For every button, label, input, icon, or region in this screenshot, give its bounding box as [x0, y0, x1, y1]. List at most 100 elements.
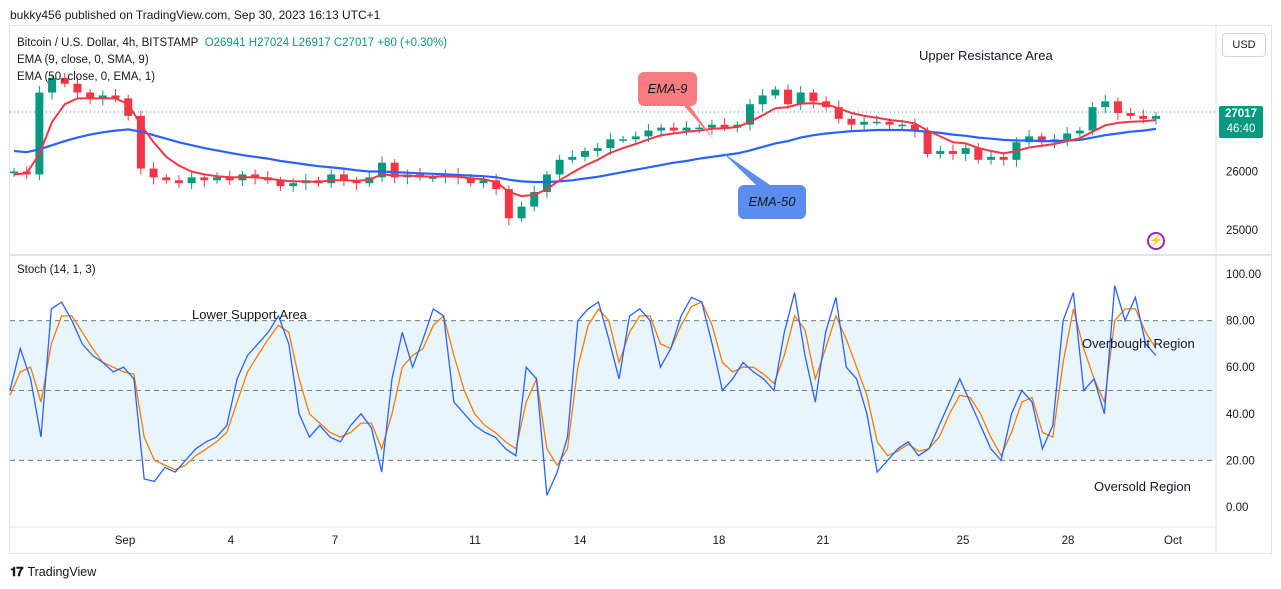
candle-body — [898, 124, 907, 127]
candle-body — [1088, 107, 1097, 131]
stoch-tick-label: 40.00 — [1226, 409, 1255, 421]
candle-body — [339, 174, 348, 181]
candle-body — [555, 159, 564, 175]
candle-body — [631, 136, 640, 140]
stoch-d-line — [9, 301, 1157, 471]
candle-body — [707, 124, 716, 128]
candle-body — [948, 151, 957, 154]
candle-body — [124, 98, 133, 116]
candle-body — [60, 77, 69, 84]
candle-body — [479, 180, 488, 184]
time-tick-label: 25 — [957, 535, 970, 547]
stoch-legend[interactable]: Stoch (14, 1, 3) — [17, 264, 96, 276]
chart-frame — [9, 25, 1272, 554]
candle-body — [517, 206, 526, 219]
brand-name: TradingView — [27, 565, 97, 579]
publish-header: bukky456 published on TradingView.com, S… — [10, 8, 381, 22]
candle-body — [162, 177, 171, 181]
stoch-k-line — [9, 285, 1157, 496]
time-tick-label: Oct — [1164, 535, 1183, 547]
candle-body — [669, 127, 678, 131]
candle-body — [936, 151, 945, 154]
ohlc-values: O26941 H27024 L26917 C27017 +80 (+0.30%) — [204, 37, 448, 49]
candle-body — [834, 107, 843, 119]
candle-body — [428, 177, 437, 179]
bar-countdown: 46:40 — [1226, 123, 1256, 135]
candle-body — [377, 162, 386, 178]
tradingview-brand: 𝟏𝟕 TradingView — [10, 564, 96, 580]
candle-body — [98, 95, 107, 99]
candle-body — [847, 118, 856, 125]
candle-body — [695, 127, 704, 130]
candle-body — [390, 162, 399, 178]
time-tick-label: 7 — [332, 535, 338, 547]
candle-body — [111, 95, 120, 99]
candle-body — [1113, 101, 1122, 113]
candle-body — [73, 83, 82, 93]
candle-body — [200, 177, 209, 181]
candle-body — [289, 183, 298, 187]
time-tick-label: Sep — [115, 535, 135, 547]
candle-body — [174, 180, 183, 184]
price-legend: Bitcoin / U.S. Dollar, 4h, BITSTAMP O269… — [17, 35, 447, 86]
candle-body — [35, 92, 44, 175]
symbol-label[interactable]: Bitcoin / U.S. Dollar, 4h, BITSTAMP — [17, 37, 199, 49]
candle-body — [999, 156, 1008, 160]
candle-body — [593, 148, 602, 152]
stoch-tick-label: 100.00 — [1226, 269, 1261, 281]
candle-body — [1101, 101, 1110, 108]
price-tick-label: 26000 — [1226, 167, 1258, 179]
candle-body — [136, 115, 145, 169]
candle-body — [987, 156, 996, 160]
ema50-callout-pointer — [722, 152, 770, 185]
candle-body — [910, 124, 919, 131]
candle-body — [745, 104, 754, 125]
oversold-label: Oversold Region — [1094, 479, 1191, 494]
candle-body — [86, 92, 95, 99]
candle-body — [466, 177, 475, 184]
candle-body — [758, 95, 767, 105]
candle-body — [771, 89, 780, 96]
candle-body — [10, 171, 18, 174]
time-tick-label: 18 — [713, 535, 726, 547]
candle-body — [974, 148, 983, 160]
lower-support-label: Lower Support Area — [192, 307, 307, 322]
candle-body — [961, 148, 970, 154]
candle-body — [504, 189, 513, 219]
price-tick-label: 25000 — [1226, 225, 1258, 237]
ema50-callout: EMA-50 — [738, 185, 806, 219]
ema9-legend[interactable]: EMA (9, close, 0, SMA, 9) — [17, 54, 149, 66]
ema50-legend[interactable]: EMA (50, close, 0, EMA, 1) — [17, 71, 156, 83]
candle-body — [492, 180, 501, 190]
time-tick-label: 21 — [817, 535, 830, 547]
candle-body — [1025, 136, 1034, 143]
flash-icon[interactable]: ⚡ — [1147, 232, 1165, 250]
candle-body — [720, 124, 729, 128]
ema9-callout: EMA-9 — [638, 72, 697, 106]
last-price: 27017 — [1225, 108, 1257, 120]
candle-body — [809, 92, 818, 102]
stoch-tick-label: 0.00 — [1226, 502, 1248, 514]
candle-body — [885, 121, 894, 125]
candle-body — [187, 177, 196, 184]
candle-body — [1063, 133, 1072, 140]
candle-body — [581, 151, 589, 157]
last-price-tag: 27017 46:40 — [1219, 106, 1263, 138]
candle-body — [568, 156, 577, 160]
candle-body — [1126, 113, 1135, 116]
candle-body — [796, 92, 805, 105]
candle-body — [1037, 136, 1046, 143]
ema9-callout-pointer — [684, 106, 714, 140]
candle-body — [657, 127, 666, 131]
candle-body — [276, 180, 285, 187]
currency-button[interactable]: USD — [1222, 33, 1266, 57]
candle-body — [213, 177, 222, 181]
candle-body — [1075, 130, 1084, 134]
stoch-tick-label: 60.00 — [1226, 362, 1255, 374]
candle-body — [225, 177, 234, 181]
candle-body — [682, 127, 691, 131]
tradingview-logo-icon: 𝟏𝟕 — [10, 564, 24, 579]
candle-body — [606, 139, 615, 149]
candle-body — [644, 130, 653, 137]
